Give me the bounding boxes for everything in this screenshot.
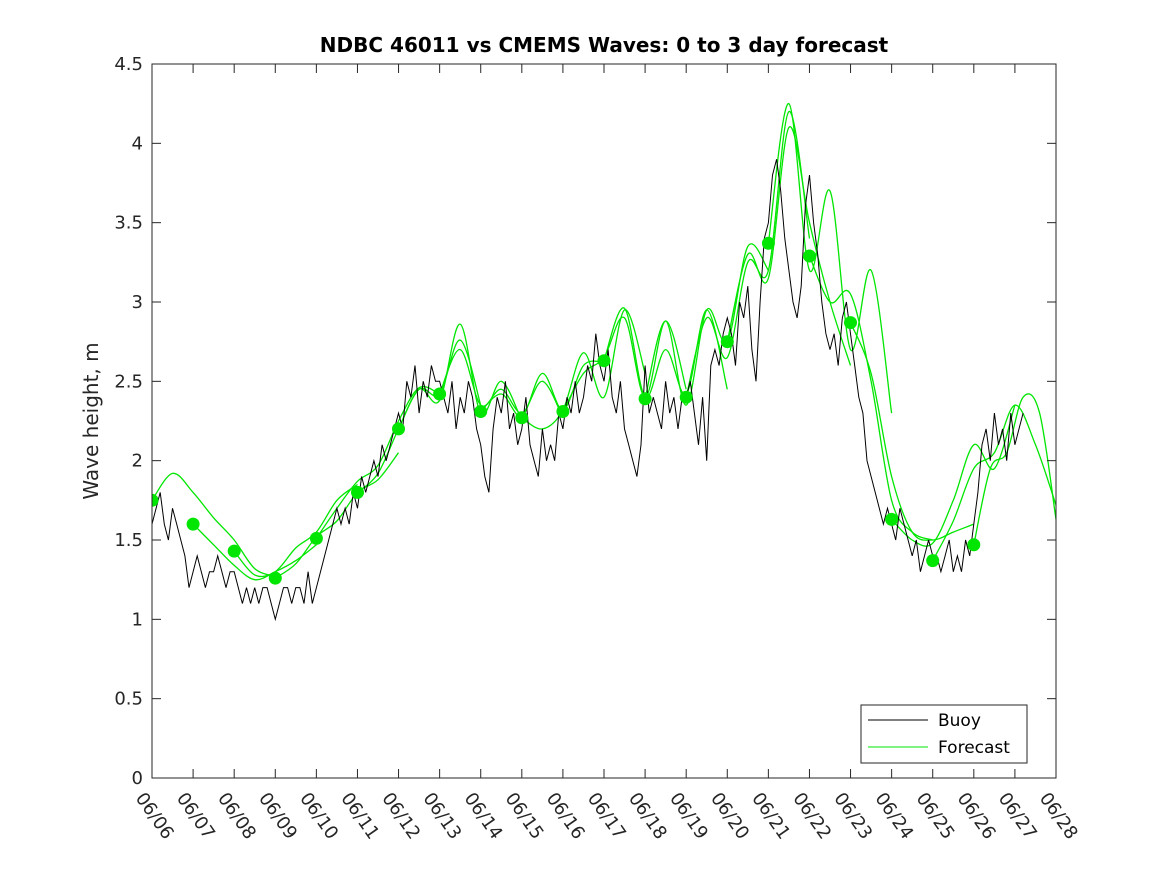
forecast-start-marker bbox=[474, 405, 488, 418]
y-tick-label: 0.5 bbox=[114, 689, 143, 710]
forecast-start-marker bbox=[309, 531, 323, 545]
forecast-series-line-14 bbox=[685, 110, 811, 398]
legend: Buoy Forecast bbox=[860, 704, 1028, 764]
forecast-series-line-4 bbox=[274, 452, 400, 579]
forecast-series-line-16 bbox=[767, 103, 893, 414]
x-tick-label: 06/26 bbox=[953, 789, 1000, 844]
forecast-start-marker bbox=[186, 517, 200, 531]
x-tick-label: 06/06 bbox=[131, 789, 178, 844]
forecast-start-marker bbox=[152, 493, 159, 507]
forecast-series-line-15 bbox=[726, 126, 852, 366]
x-tick-label: 06/12 bbox=[377, 789, 424, 844]
forecast-start-marker bbox=[556, 405, 570, 418]
forecast-start-marker bbox=[227, 544, 241, 558]
x-tick-label: 06/08 bbox=[213, 789, 260, 844]
y-tick-label: 4.5 bbox=[114, 54, 143, 75]
y-tick-label: 4 bbox=[132, 133, 143, 154]
x-tick-label: 06/19 bbox=[665, 789, 712, 844]
x-tick-label: 06/22 bbox=[788, 789, 835, 844]
forecast-series-line-8 bbox=[439, 348, 564, 419]
forecast-series-line-2 bbox=[192, 523, 317, 581]
forecast-start-marker bbox=[351, 485, 364, 499]
y-tick-label: 3 bbox=[132, 292, 143, 313]
forecast-start-marker bbox=[761, 236, 775, 250]
x-tick-label: 06/14 bbox=[460, 789, 507, 844]
y-tick-label: 2 bbox=[132, 451, 143, 472]
x-tick-label: 06/21 bbox=[747, 789, 794, 844]
y-axis-label: Wave height, m bbox=[79, 342, 103, 499]
forecast-start-marker bbox=[597, 354, 611, 368]
forecast-start-marker bbox=[679, 390, 693, 404]
x-tick-label: 06/07 bbox=[172, 789, 219, 844]
forecast-start-marker bbox=[844, 316, 857, 330]
plot-series-group bbox=[152, 103, 1056, 622]
x-tick-label: 06/20 bbox=[706, 789, 753, 844]
forecast-start-marker bbox=[967, 538, 981, 552]
y-tick-label: 1 bbox=[132, 609, 143, 630]
forecast-series-line-17 bbox=[808, 255, 933, 541]
forecast-series-line-1 bbox=[152, 472, 276, 578]
y-tick-label: 0 bbox=[132, 768, 143, 789]
forecast-start-marker bbox=[926, 554, 940, 568]
axes-frame bbox=[151, 63, 1057, 779]
x-tick-label: 06/27 bbox=[994, 789, 1041, 844]
forecast-series-line-13 bbox=[644, 243, 769, 406]
y-tick-label: 2.5 bbox=[114, 371, 143, 392]
forecast-series-line-3 bbox=[233, 483, 358, 578]
y-tick-label: 1.5 bbox=[114, 530, 143, 551]
legend-box bbox=[860, 704, 1028, 764]
forecast-start-marker bbox=[720, 335, 734, 349]
forecast-series-line-21 bbox=[973, 393, 1056, 545]
x-tick-label: 06/25 bbox=[912, 789, 959, 844]
forecast-start-marker bbox=[433, 387, 447, 401]
forecast-start-marker bbox=[885, 512, 899, 526]
forecast-series-line-9 bbox=[480, 360, 605, 417]
forecast-start-marker bbox=[392, 422, 405, 436]
chart-title: NDBC 46011 vs CMEMS Waves: 0 to 3 day fo… bbox=[320, 33, 889, 57]
forecast-series-line-10 bbox=[521, 309, 646, 430]
x-tick-label: 06/16 bbox=[542, 789, 589, 844]
forecast-series-line-18 bbox=[849, 322, 975, 541]
y-tick-label: 3.5 bbox=[114, 213, 143, 234]
forecast-series-line-20 bbox=[932, 404, 1056, 561]
forecast-start-marker bbox=[638, 392, 652, 406]
plot-area bbox=[152, 103, 1056, 622]
forecast-series-line-7 bbox=[397, 323, 523, 430]
buoy-series-line bbox=[152, 159, 1024, 622]
x-tick-label: 06/13 bbox=[419, 789, 466, 844]
forecast-series-line-19 bbox=[891, 404, 1016, 547]
x-tick-label: 06/24 bbox=[871, 789, 918, 844]
legend-forecast-label: Forecast bbox=[938, 738, 1010, 758]
x-tick-label: 06/11 bbox=[336, 789, 383, 844]
forecast-start-marker bbox=[268, 571, 282, 585]
x-tick-label: 06/09 bbox=[254, 789, 301, 844]
x-tick-label: 06/15 bbox=[501, 789, 548, 844]
x-tick-label: 06/23 bbox=[829, 789, 876, 844]
x-tick-label: 06/18 bbox=[624, 789, 671, 844]
x-tick-label: 06/10 bbox=[295, 789, 342, 844]
x-tick-label: 06/28 bbox=[1035, 789, 1082, 844]
x-tick-label: 06/17 bbox=[583, 789, 630, 844]
forecast-start-marker bbox=[515, 411, 529, 425]
legend-buoy-label: Buoy bbox=[938, 711, 981, 731]
forecast-start-marker bbox=[803, 249, 816, 263]
